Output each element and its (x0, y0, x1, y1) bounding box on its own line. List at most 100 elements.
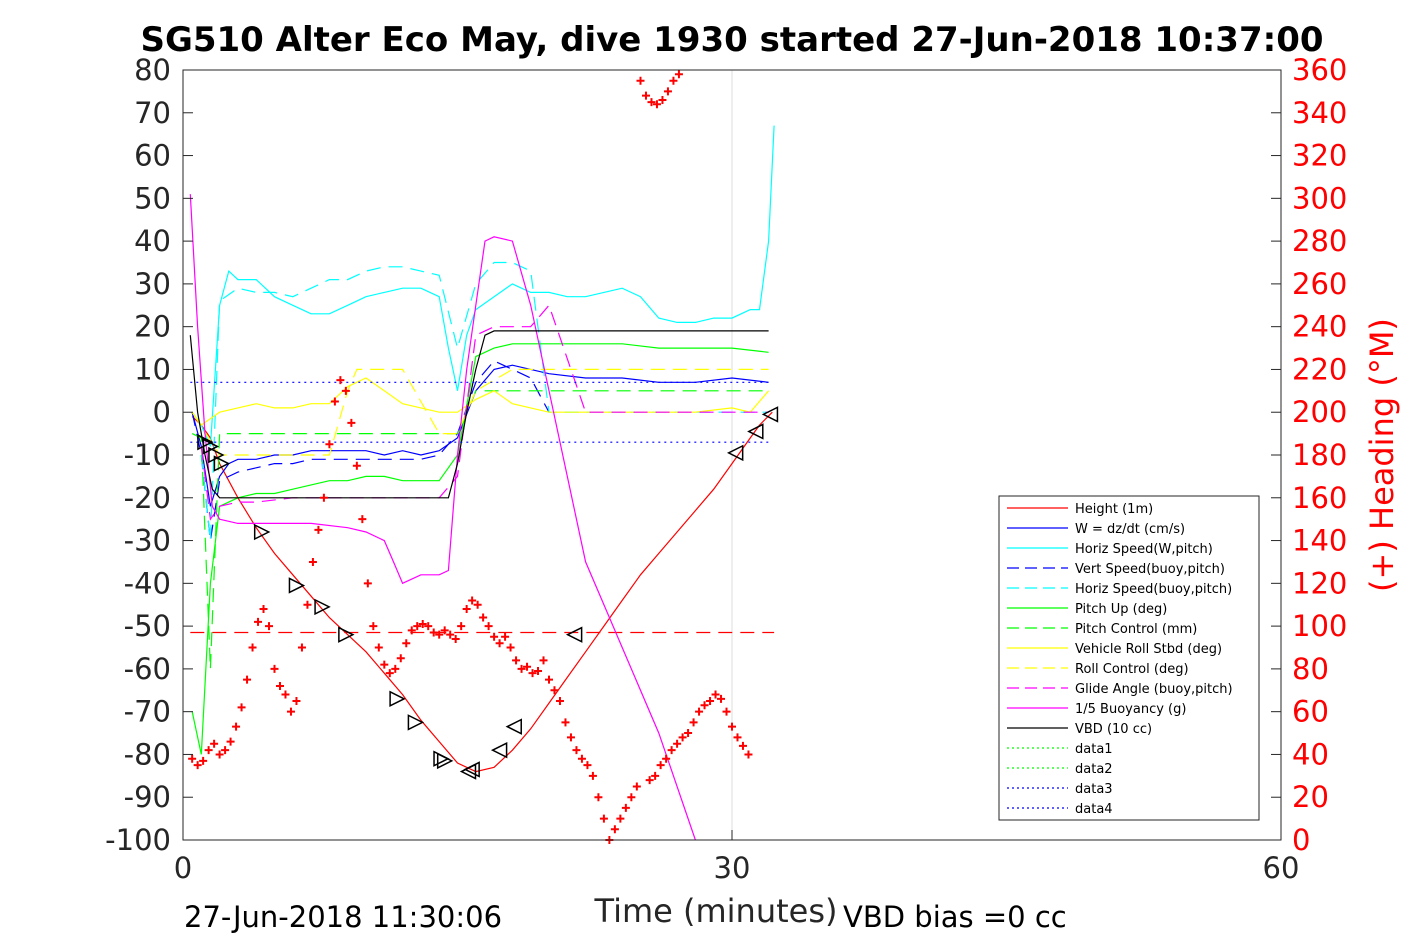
heading-point (248, 643, 257, 652)
y-right-tick-label: 80 (1292, 652, 1329, 686)
heading-point (265, 622, 274, 631)
heading-point (380, 660, 389, 669)
heading-point (204, 746, 213, 755)
heading-point (374, 643, 383, 652)
x-tick-label: 30 (714, 851, 751, 885)
right-axis-label: (+) Heading (°M) (1363, 318, 1401, 592)
heading-point (678, 733, 687, 742)
footer-vbd-bias: VBD bias =0 cc (843, 900, 1067, 934)
climb-marker (726, 444, 744, 462)
y-tick-label: 30 (134, 267, 171, 301)
heading-point (523, 662, 532, 671)
heading-point (658, 95, 667, 104)
heading-point (651, 771, 660, 780)
y-tick-label: 10 (134, 352, 171, 386)
heading-point (341, 386, 350, 395)
heading-point (358, 515, 367, 524)
heading-layer (188, 70, 753, 844)
heading-point (402, 639, 411, 648)
y-tick-label: 80 (134, 53, 171, 87)
heading-point (473, 600, 482, 609)
footer-timestamp: 27-Jun-2018 11:30:06 (184, 900, 502, 934)
series-line-5 (191, 343, 769, 755)
heading-point (484, 622, 493, 631)
climb-marker (747, 423, 764, 440)
heading-point (391, 664, 400, 673)
dive-marker (253, 523, 271, 541)
legend-entry: Pitch Control (mm) (1075, 622, 1197, 637)
heading-point (495, 639, 504, 648)
y-tick-label: -30 (124, 524, 171, 558)
heading-point (512, 656, 521, 665)
heading-point (457, 622, 466, 631)
y-tick-label: -40 (124, 566, 171, 600)
dive-marker (436, 752, 454, 770)
heading-point (363, 579, 372, 588)
y-tick-label: 50 (134, 181, 171, 215)
legend-entry: 1/5 Buoyancy (g) (1075, 702, 1186, 717)
y-tick-label: 70 (134, 96, 171, 130)
heading-point (254, 617, 263, 626)
heading-point (669, 76, 678, 85)
heading-point (237, 703, 246, 712)
legend-entry: Vehicle Roll Stbd (deg) (1075, 642, 1222, 657)
heading-point (193, 761, 202, 770)
heading-point (662, 754, 671, 763)
heading-point (418, 619, 427, 628)
legend-entry: Roll Control (deg) (1075, 662, 1189, 677)
heading-point (663, 87, 672, 96)
heading-point (440, 626, 449, 635)
heading-point (369, 622, 378, 631)
heading-point (330, 397, 339, 406)
y-right-tick-label: 360 (1292, 53, 1347, 87)
heading-point (555, 696, 564, 705)
y-right-tick-label: 160 (1292, 481, 1347, 515)
dive-marker (314, 598, 331, 616)
heading-point (292, 696, 301, 705)
legend: Height (1m) W = dz/dt (cm/s) Horiz Speed(W… (998, 495, 1260, 821)
heading-point (407, 626, 416, 635)
heading-point (468, 596, 477, 605)
legend-entry: data3 (1075, 782, 1113, 797)
heading-point (733, 733, 742, 742)
y-right-tick-label: 60 (1292, 695, 1329, 729)
heading-point (319, 493, 328, 502)
legend-entry: data4 (1075, 802, 1113, 817)
heading-point (728, 722, 736, 731)
climb-marker (463, 761, 480, 778)
heading-point (270, 664, 279, 673)
heading-point (215, 750, 224, 759)
legend-entry: W = dz/dt (cm/s) (1075, 522, 1185, 537)
heading-point (561, 718, 570, 727)
y-tick-label: -70 (124, 695, 171, 729)
legend-entry: VBD (10 cc) (1075, 722, 1152, 737)
y-right-tick-label: 220 (1292, 352, 1347, 386)
heading-point (695, 707, 704, 716)
y-right-tick-label: 300 (1292, 181, 1347, 215)
heading-point (232, 722, 241, 731)
heading-point (645, 776, 654, 785)
heading-point (303, 600, 312, 609)
series-line-3 (191, 360, 550, 541)
y-right-tick-label: 200 (1292, 395, 1347, 429)
heading-point (243, 675, 252, 684)
heading-point (446, 630, 455, 639)
series-line-8 (191, 368, 769, 456)
legend-entry: Vert Speed(buoy,pitch) (1075, 562, 1225, 577)
y-tick-label: 40 (134, 224, 171, 258)
heading-point (674, 70, 683, 79)
series-line-2 (191, 125, 775, 447)
y-right-tick-label: 240 (1292, 310, 1347, 344)
heading-point (566, 733, 575, 742)
heading-point (226, 737, 235, 746)
heading-point (722, 707, 731, 716)
heading-point (385, 669, 394, 678)
y-right-tick-label: 40 (1292, 737, 1329, 771)
heading-point (336, 376, 345, 385)
x-axis: 0 30 60 (174, 830, 1299, 885)
y-tick-label: 60 (134, 139, 171, 173)
heading-point (188, 754, 197, 763)
heading-point (673, 739, 682, 748)
series-line-10 (189, 194, 696, 841)
y-right-tick-label: 320 (1292, 139, 1347, 173)
